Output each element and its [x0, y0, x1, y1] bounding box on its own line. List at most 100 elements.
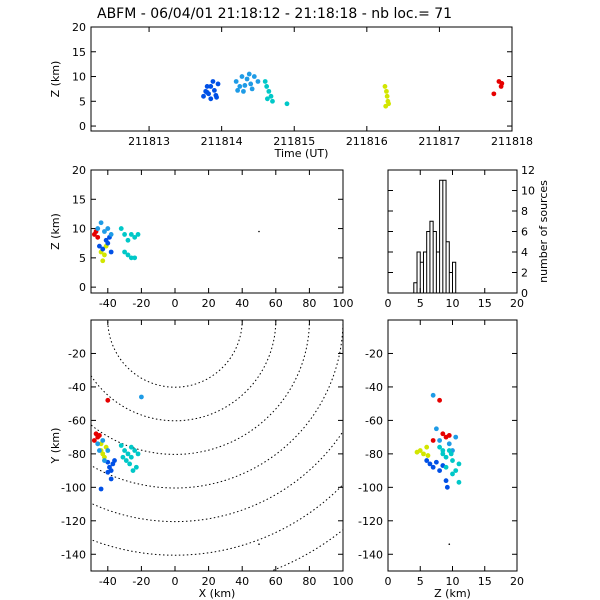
histogram-bar — [427, 232, 430, 294]
scatter-series — [262, 79, 290, 107]
axis-frame — [387, 319, 518, 572]
histogram-bar — [420, 262, 423, 293]
x-tick-label: 0 — [385, 297, 392, 310]
scatter-point — [95, 226, 101, 231]
y-tick-label: -140 — [358, 548, 383, 561]
scatter-point — [105, 397, 111, 403]
scatter-point — [237, 84, 243, 89]
scatter-point — [210, 79, 216, 84]
scatter-point — [122, 232, 127, 237]
x-tick-label: 10 — [446, 575, 460, 588]
y-tick-label: -60 — [365, 414, 383, 427]
scatter-point — [139, 394, 144, 400]
scatter-point — [499, 81, 505, 86]
y-tick-label: -100 — [358, 481, 383, 494]
scatter-point — [108, 249, 114, 255]
range-ring — [91, 430, 343, 523]
scatter-point — [241, 88, 246, 94]
scatter-point — [102, 454, 107, 460]
scatter-point — [215, 81, 221, 87]
scatter-point — [135, 451, 141, 457]
scatter-point — [97, 433, 102, 438]
y-tick-label: 5 — [79, 95, 86, 108]
scatter-point — [100, 258, 106, 264]
scatter-series — [98, 458, 117, 492]
scatter-point — [382, 84, 388, 89]
y-tick-label: 4 — [521, 246, 528, 259]
x-tick-label: 20 — [510, 297, 524, 310]
y-axis-label: number of sources — [537, 180, 550, 283]
axis-frame — [90, 26, 513, 132]
scatter-point — [105, 469, 111, 475]
x-tick-label: 80 — [302, 575, 316, 588]
scatter-point — [433, 459, 439, 465]
scatter-point — [446, 441, 452, 447]
scatter-series — [258, 230, 260, 233]
scatter-point — [437, 444, 442, 450]
x-tick-label: 10 — [446, 297, 460, 310]
x-axis-label: X (km) — [199, 587, 236, 600]
scatter-point — [125, 451, 131, 457]
scatter-point — [128, 232, 134, 237]
y-axis-label: Z (km) — [49, 61, 62, 98]
scatter-point — [242, 83, 248, 88]
scatter-point — [118, 443, 124, 448]
y-tick-label: -120 — [61, 515, 86, 528]
scatter-point — [424, 458, 430, 463]
scatter-point — [440, 448, 446, 453]
scatter-point — [95, 234, 101, 240]
y-tick-label: 10 — [72, 71, 86, 84]
scatter-series — [95, 220, 114, 237]
y-tick-label: 15 — [72, 46, 86, 59]
scatter-point — [112, 458, 117, 463]
histogram-bar — [449, 273, 452, 294]
x-tick-label: 60 — [269, 575, 283, 588]
scatter-point — [450, 458, 455, 463]
scatter-point — [122, 249, 127, 255]
scatter-point — [91, 438, 97, 443]
scatter-point — [270, 98, 275, 104]
scatter-point — [453, 468, 459, 473]
x-tick-label: 20 — [510, 575, 524, 588]
scatter-point — [430, 438, 436, 443]
scatter-point — [246, 71, 252, 77]
panel-time-height: 211813 211814 211815 211816 211817 211818 0 5 10… — [49, 21, 533, 160]
histogram-bar — [433, 232, 436, 294]
scatter-point — [258, 543, 260, 546]
scatter-series — [97, 234, 114, 255]
scatter-point — [132, 255, 138, 261]
scatter-point — [100, 246, 106, 252]
scatter-series — [414, 444, 431, 458]
scatter-point — [239, 74, 245, 79]
y-tick-label: 8 — [521, 205, 528, 218]
histogram-bar — [417, 252, 420, 293]
scatter-point — [262, 79, 268, 84]
x-tick-label: 211813 — [128, 135, 170, 148]
x-tick-label: 15 — [478, 575, 492, 588]
scatter-point — [443, 454, 449, 460]
x-tick-label: 20 — [202, 297, 216, 310]
scatter-point — [97, 243, 102, 249]
scatter-point — [125, 237, 131, 243]
scatter-point — [443, 478, 449, 484]
y-tick-label: 10 — [72, 223, 86, 236]
scatter-series — [118, 443, 141, 473]
scatter-point — [105, 240, 111, 246]
scatter-point — [437, 397, 442, 403]
histogram-bar — [436, 252, 439, 293]
scatter-point — [385, 98, 391, 104]
histogram-bar — [453, 262, 456, 293]
scatter-point — [248, 81, 254, 87]
x-tick-label: 40 — [235, 297, 249, 310]
y-tick-label: -20 — [68, 347, 86, 360]
y-tick-label: 0 — [79, 281, 86, 294]
scatter-point — [444, 484, 450, 490]
y-tick-label: 5 — [79, 252, 86, 265]
scatter-point — [430, 392, 436, 398]
y-tick-label: -40 — [68, 381, 86, 394]
scatter-point — [255, 79, 261, 84]
scatter-series — [118, 226, 141, 261]
x-tick-label: 100 — [333, 575, 354, 588]
scatter-point — [108, 476, 114, 482]
scatter-point — [384, 88, 389, 94]
